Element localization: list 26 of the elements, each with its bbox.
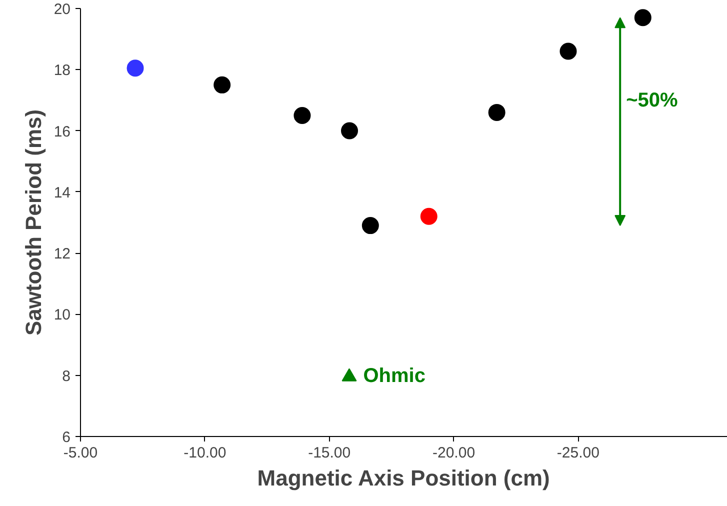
point	[420, 208, 438, 225]
y-tick-label: 10	[54, 306, 71, 324]
x-tick-label: -20.00	[432, 444, 476, 462]
point	[362, 217, 379, 234]
point	[560, 42, 577, 60]
x-tick-label: -5.00	[63, 444, 98, 462]
y-tick-label: 20	[54, 1, 71, 18]
x-tick-label: -25.00	[556, 444, 600, 462]
annotation: ~50%	[626, 90, 678, 112]
point	[214, 76, 231, 94]
point	[294, 107, 311, 124]
point	[341, 122, 358, 140]
x-tick-label: -15.00	[308, 444, 351, 462]
point	[488, 104, 506, 121]
y-tick-label: 18	[54, 62, 71, 80]
y-tick-label: 6	[62, 429, 70, 446]
x-axis-title: Magnetic Axis Position (cm)	[257, 466, 550, 490]
y-axis-title: Sawtooth Period (ms)	[20, 109, 46, 336]
y-tick-label: 12	[54, 246, 71, 263]
y-tick-label: 16	[54, 123, 71, 140]
y-tick-label: 14	[54, 184, 71, 202]
point	[126, 60, 144, 77]
y-tick-label: 8	[62, 368, 70, 385]
x-tick-label: -10.00	[184, 444, 226, 462]
point	[634, 9, 652, 26]
series-label: Ohmic	[363, 364, 426, 387]
